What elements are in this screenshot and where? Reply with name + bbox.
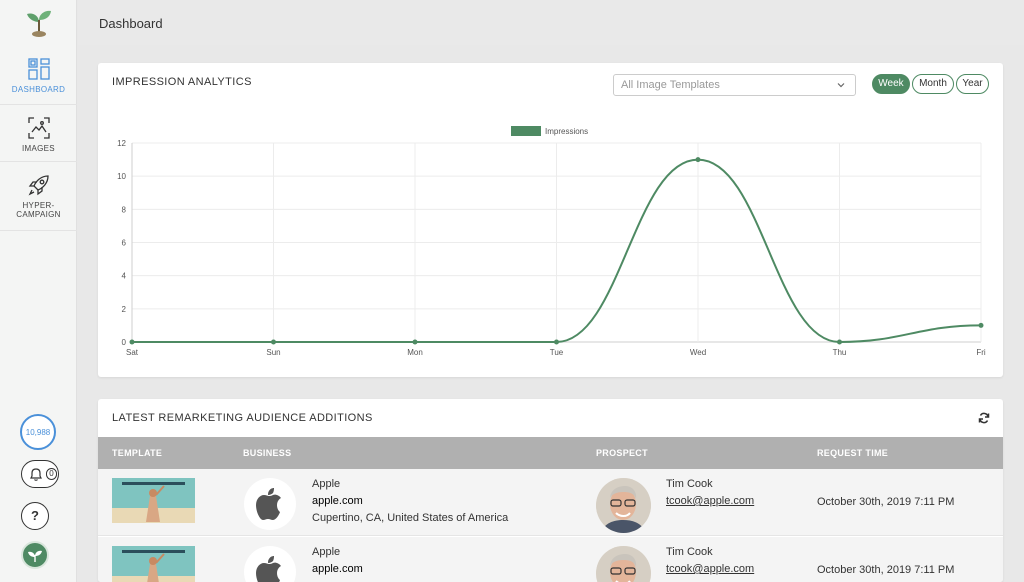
nav-divider <box>0 230 77 231</box>
apple-logo-icon <box>256 488 281 520</box>
business-domain: apple.com <box>312 495 363 507</box>
col-header-template: TEMPLATE <box>112 448 163 458</box>
prospect-email-link[interactable]: tcook@apple.com <box>666 495 755 507</box>
template-thumbnail[interactable] <box>112 478 195 523</box>
nav-label-campaign: CAMPAIGN <box>16 210 61 219</box>
nav-divider <box>0 161 77 162</box>
x-tick-label: Sun <box>266 348 280 357</box>
x-tick-label: Wed <box>690 348 706 357</box>
business-domain: apple.com <box>312 563 363 575</box>
template-select-value: All Image Templates <box>621 79 720 91</box>
y-tick-label: 4 <box>122 272 127 281</box>
template-thumbnail[interactable] <box>112 546 195 582</box>
request-time: October 30th, 2019 7:11 PM <box>817 496 955 508</box>
rocket-icon <box>28 175 49 196</box>
sidebar: DASHBOARD IMAGES HYPER- CAMPAIGN 10,988 … <box>0 0 77 582</box>
x-tick-label: Mon <box>407 348 423 357</box>
y-tick-label: 0 <box>122 338 127 347</box>
y-tick-label: 12 <box>117 139 126 148</box>
data-point <box>837 339 842 345</box>
data-point <box>695 157 701 163</box>
x-tick-label: Fri <box>976 348 986 357</box>
period-week-button[interactable]: Week <box>872 74 910 94</box>
nav-item-images[interactable]: IMAGES <box>0 116 77 153</box>
audience-title: LATEST REMARKETING AUDIENCE ADDITIONS <box>112 412 373 424</box>
template-image <box>112 546 195 582</box>
x-tick-label: Tue <box>550 348 564 357</box>
business-location: Cupertino, CA, United States of America <box>312 512 509 524</box>
data-point <box>271 339 276 345</box>
apple-logo-icon <box>256 556 281 582</box>
bell-icon <box>30 468 42 481</box>
prospect-email-link[interactable]: tcook@apple.com <box>666 563 755 575</box>
business-name: Apple <box>312 478 341 490</box>
page-title: Dashboard <box>99 16 163 31</box>
request-time: October 30th, 2019 7:11 PM <box>817 564 955 576</box>
business-logo <box>244 478 296 530</box>
nav-item-hyper-campaign[interactable]: HYPER- CAMPAIGN <box>0 173 77 219</box>
template-image <box>112 478 195 523</box>
y-tick-label: 2 <box>122 305 127 314</box>
images-icon <box>27 117 50 139</box>
prospect-avatar <box>596 478 651 533</box>
data-point <box>129 339 135 345</box>
nav-label-dashboard: DASHBOARD <box>11 85 66 94</box>
nav-divider <box>0 104 77 105</box>
refresh-icon[interactable] <box>978 412 990 424</box>
sprout-avatar-icon <box>28 550 42 562</box>
prospect-avatar <box>596 546 651 582</box>
help-button[interactable]: ? <box>21 502 49 530</box>
y-tick-label: 6 <box>122 239 127 248</box>
nav-item-dashboard[interactable]: DASHBOARD <box>0 57 77 94</box>
chevron-down-icon <box>837 83 845 88</box>
y-tick-label: 10 <box>117 172 126 181</box>
notification-count: 0 <box>46 468 57 480</box>
account-avatar[interactable] <box>21 541 49 569</box>
credits-counter[interactable]: 10,988 <box>20 414 56 450</box>
impressions-line-chart: 0 2 4 6 8 10 12 Sat Sun Mon Tue Wed Thu Fri Impression… <box>117 126 986 357</box>
table-row[interactable]: Apple apple.com Tim Cook tcook@apple.com… <box>98 537 1003 582</box>
dashboard-icon <box>27 58 50 80</box>
prospect-name: Tim Cook <box>666 478 713 490</box>
legend-label: Impressions <box>545 127 588 136</box>
nav-label-images: IMAGES <box>22 144 55 153</box>
legend-swatch <box>511 126 541 136</box>
business-logo <box>244 546 296 582</box>
prospect-name: Tim Cook <box>666 546 713 558</box>
impression-analytics-card: IMPRESSION ANALYTICS All Image Templates… <box>98 63 1003 377</box>
analytics-title: IMPRESSION ANALYTICS <box>112 76 252 88</box>
sprout-logo-icon[interactable] <box>25 6 53 40</box>
prospect-photo <box>596 478 651 533</box>
notifications-button[interactable]: 0 <box>21 460 59 488</box>
data-point <box>978 322 984 328</box>
period-year-button[interactable]: Year <box>956 74 989 94</box>
data-point <box>554 339 559 345</box>
x-tick-label: Sat <box>126 348 139 357</box>
col-header-business: BUSINESS <box>243 448 292 458</box>
table-row[interactable]: Apple apple.com Cupertino, CA, United St… <box>98 469 1003 536</box>
nav-label-hyper: HYPER- <box>22 201 55 210</box>
data-point <box>412 339 418 345</box>
business-name: Apple <box>312 546 341 558</box>
template-select[interactable]: All Image Templates <box>613 74 856 96</box>
table-header: TEMPLATE BUSINESS PROSPECT REQUEST TIME <box>98 437 1003 469</box>
col-header-prospect: PROSPECT <box>596 448 648 458</box>
x-tick-label: Thu <box>833 348 847 357</box>
col-header-request-time: REQUEST TIME <box>817 448 889 458</box>
top-bar: Dashboard <box>78 0 1024 45</box>
y-tick-label: 8 <box>122 205 127 214</box>
period-month-button[interactable]: Month <box>912 74 954 94</box>
remarketing-audience-card: LATEST REMARKETING AUDIENCE ADDITIONS TE… <box>98 399 1003 582</box>
prospect-photo <box>596 546 651 582</box>
